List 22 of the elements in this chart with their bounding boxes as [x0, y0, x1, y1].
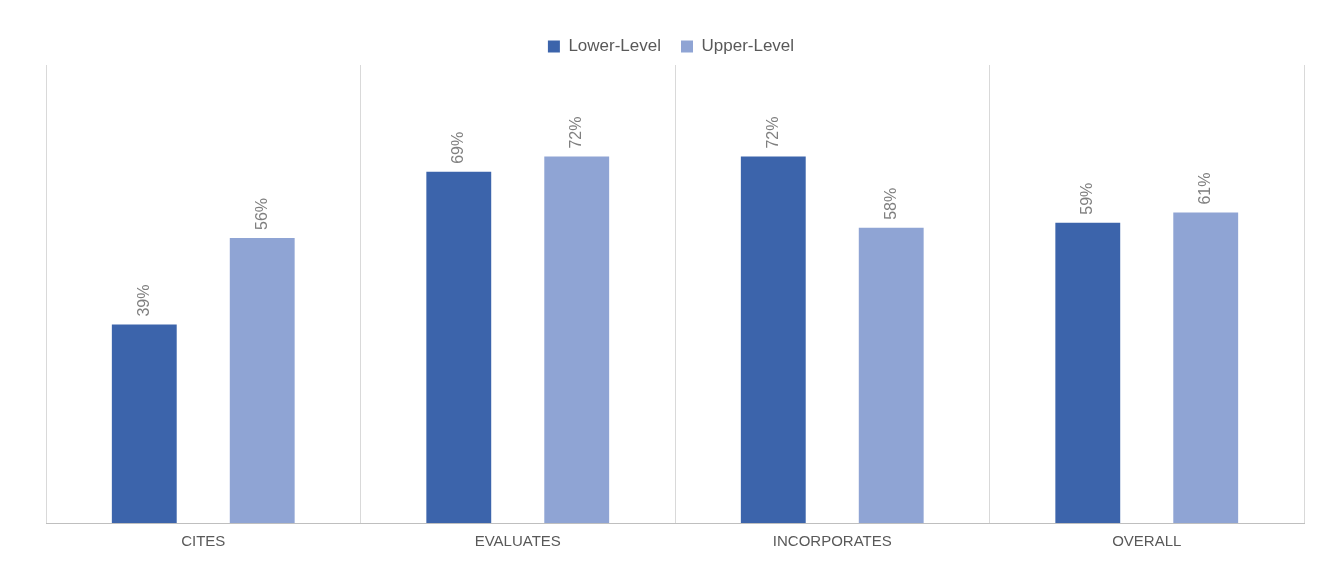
data-label: 69%: [449, 131, 467, 164]
x-tick-label: EVALUATES: [474, 532, 561, 550]
bar: [1173, 212, 1239, 523]
bar: [858, 227, 924, 523]
data-label: 72%: [763, 116, 781, 149]
x-tick-label: OVERALL: [1112, 532, 1182, 550]
x-tick-label: CITES: [181, 532, 226, 550]
data-label: 56%: [252, 197, 270, 231]
bar: [544, 156, 610, 523]
legend-label: Upper-Level: [701, 36, 795, 56]
legend-label: Lower-Level: [568, 36, 662, 56]
bar: [740, 156, 806, 523]
data-label: 61%: [1196, 172, 1214, 205]
data-label: 39%: [134, 284, 152, 317]
bar: [111, 324, 177, 523]
data-label: 58%: [881, 187, 899, 220]
bar: [1055, 222, 1121, 523]
x-tick-label: INCORPORATES: [772, 532, 892, 550]
data-label: 72%: [567, 116, 585, 149]
bar: [229, 238, 295, 523]
bar: [426, 171, 492, 523]
data-label: 59%: [1078, 182, 1096, 215]
